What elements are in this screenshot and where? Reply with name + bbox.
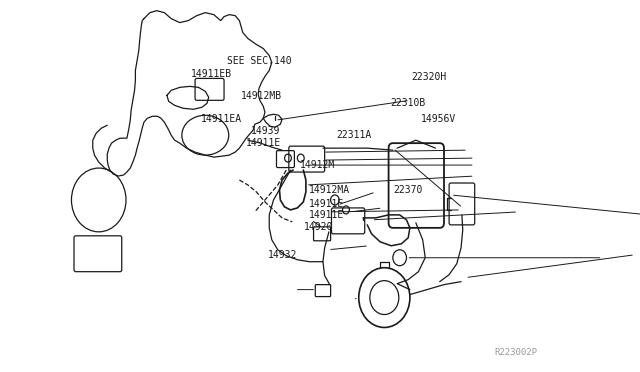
Text: 14932: 14932 [268,250,298,260]
Text: 14956V: 14956V [421,113,456,124]
Text: 14912MB: 14912MB [241,91,282,101]
Text: 22370: 22370 [394,185,423,195]
Text: 14912M: 14912M [300,160,335,170]
Text: 14939: 14939 [251,126,280,136]
Text: 22311A: 22311A [336,130,371,140]
Text: 22320H: 22320H [411,72,446,82]
Text: 14911EB: 14911EB [191,69,232,79]
Text: R223002P: R223002P [495,348,538,357]
Text: 14911E: 14911E [309,210,344,220]
Text: 14912MA: 14912MA [309,185,350,195]
Text: SEE SEC.140: SEE SEC.140 [227,56,292,66]
Text: 14911E: 14911E [309,199,344,209]
Text: 22310B: 22310B [391,97,426,108]
Text: 14920: 14920 [303,222,333,232]
Text: 14911EA: 14911EA [200,113,241,124]
Text: 14911E: 14911E [246,138,282,148]
